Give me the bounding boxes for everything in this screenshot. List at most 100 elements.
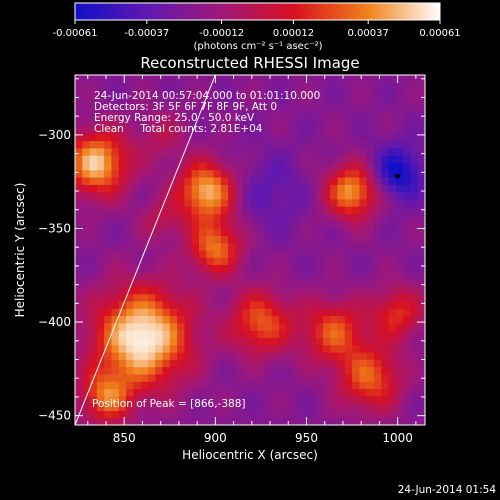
heatmap-cell <box>126 235 134 244</box>
heatmap-cell <box>373 366 382 375</box>
heatmap-cell <box>301 417 309 425</box>
heatmap-cell <box>133 162 142 171</box>
heatmap-cell <box>198 184 207 193</box>
heatmap-cell <box>155 155 163 163</box>
heatmap-cell <box>264 147 273 156</box>
heatmap-cell <box>133 104 142 112</box>
heatmap-cell <box>118 308 127 317</box>
heatmap-cell <box>82 286 91 295</box>
heatmap-cell <box>337 264 346 273</box>
heatmap-cell <box>286 155 295 163</box>
heatmap-cell <box>264 75 273 83</box>
heatmap-cell <box>395 133 404 142</box>
heatmap-cell <box>213 286 222 295</box>
heatmap-cell <box>147 104 156 112</box>
heatmap-cell <box>330 352 338 360</box>
heatmap-cell <box>206 169 215 178</box>
heatmap-cell <box>184 162 193 171</box>
heatmap-cell <box>395 417 404 425</box>
heatmap-cell <box>177 388 185 397</box>
heatmap-cell <box>293 330 302 338</box>
heatmap-cell <box>228 286 236 295</box>
heatmap-cell <box>75 162 83 171</box>
heatmap-cell <box>75 133 83 142</box>
heatmap-cell <box>301 126 309 134</box>
heatmap-cell <box>133 257 142 266</box>
heatmap-cell <box>301 220 309 229</box>
heatmap-cell <box>308 82 317 91</box>
heatmap-cell <box>417 308 425 317</box>
heatmap-cell <box>308 213 317 222</box>
heatmap-cell <box>315 279 324 287</box>
heatmap-cell <box>410 184 419 193</box>
heatmap-cell <box>228 162 236 171</box>
heatmap-cell <box>381 213 390 222</box>
heatmap-cell <box>410 337 419 346</box>
heatmap-cell <box>111 381 120 390</box>
heatmap-cell <box>322 279 331 287</box>
heatmap-cell <box>198 403 207 411</box>
heatmap-cell <box>96 352 105 360</box>
heatmap-cell <box>264 242 273 251</box>
heatmap-cell <box>250 417 258 425</box>
heatmap-cell <box>228 388 236 397</box>
heatmap-cell <box>147 359 156 368</box>
heatmap-cell <box>403 96 411 105</box>
heatmap-cell <box>133 352 142 360</box>
heatmap-cell <box>220 96 229 105</box>
heatmap-cell <box>133 147 142 156</box>
heatmap-cell <box>104 82 112 91</box>
heatmap-cell <box>344 177 353 185</box>
heatmap-cell <box>242 381 251 390</box>
heatmap-cell <box>126 410 134 419</box>
heatmap-cell <box>352 184 360 193</box>
heatmap-cell <box>191 337 200 346</box>
heatmap-cell <box>388 330 397 338</box>
heatmap-cell <box>104 315 112 324</box>
heatmap-cell <box>96 417 105 425</box>
heatmap-cell <box>133 169 142 178</box>
heatmap-cell <box>198 381 207 390</box>
heatmap-cell <box>322 133 331 142</box>
heatmap-cell <box>206 177 215 185</box>
heatmap-cell <box>352 118 360 127</box>
heatmap-cell <box>264 177 273 185</box>
heatmap-cell <box>198 111 207 120</box>
heatmap-cell <box>293 257 302 266</box>
heatmap-cell <box>96 403 105 411</box>
heatmap-cell <box>352 220 360 229</box>
heatmap-cell <box>301 169 309 178</box>
heatmap-cell <box>264 257 273 266</box>
heatmap-cell <box>322 155 331 163</box>
heatmap-cell <box>403 271 411 280</box>
heatmap-cell <box>104 403 112 411</box>
heatmap-cell <box>162 395 171 404</box>
heatmap-cell <box>104 126 112 134</box>
heatmap-cell <box>147 250 156 258</box>
heatmap-cell <box>264 198 273 207</box>
heatmap-cell <box>322 198 331 207</box>
heatmap-cell <box>235 191 244 200</box>
heatmap-cell <box>322 337 331 346</box>
heatmap-cell <box>111 220 120 229</box>
heatmap-cell <box>133 388 142 397</box>
heatmap-cell <box>315 322 324 331</box>
heatmap-cell <box>82 373 91 382</box>
heatmap-cell <box>279 169 287 178</box>
heatmap-cell <box>89 104 98 112</box>
heatmap-cell <box>403 395 411 404</box>
heatmap-cell <box>330 286 338 295</box>
heatmap-cell <box>162 126 171 134</box>
heatmap-cell <box>191 257 200 266</box>
heatmap-cell <box>395 118 404 127</box>
heatmap-cell <box>250 301 258 309</box>
heatmap-cell <box>271 96 280 105</box>
heatmap-cell <box>330 271 338 280</box>
heatmap-cell <box>395 140 404 149</box>
heatmap-cell <box>184 242 193 251</box>
heatmap-cell <box>257 366 266 375</box>
heatmap-cell <box>147 155 156 163</box>
heatmap-cell <box>279 140 287 149</box>
heatmap-cell <box>162 366 171 375</box>
heatmap-cell <box>373 140 382 149</box>
